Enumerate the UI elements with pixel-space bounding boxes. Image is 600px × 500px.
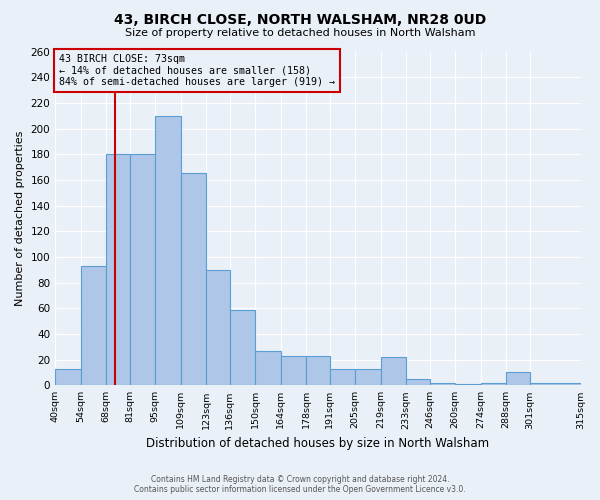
- Bar: [155, 116, 181, 386]
- Bar: [455, 384, 481, 386]
- Bar: [255, 350, 281, 386]
- Bar: [80, 266, 106, 386]
- Text: 43, BIRCH CLOSE, NORTH WALSHAM, NR28 0UD: 43, BIRCH CLOSE, NORTH WALSHAM, NR28 0UD: [114, 12, 486, 26]
- Bar: [530, 382, 581, 386]
- X-axis label: Distribution of detached houses by size in North Walsham: Distribution of detached houses by size …: [146, 437, 490, 450]
- Bar: [130, 154, 155, 386]
- Text: Size of property relative to detached houses in North Walsham: Size of property relative to detached ho…: [125, 28, 475, 38]
- Bar: [430, 382, 455, 386]
- Bar: [329, 368, 355, 386]
- Bar: [306, 356, 329, 386]
- Bar: [106, 154, 130, 386]
- Bar: [281, 356, 306, 386]
- Bar: [206, 270, 230, 386]
- Bar: [481, 382, 506, 386]
- Bar: [380, 357, 406, 386]
- Y-axis label: Number of detached properties: Number of detached properties: [15, 130, 25, 306]
- Bar: [355, 368, 380, 386]
- Bar: [55, 368, 80, 386]
- Bar: [181, 174, 206, 386]
- Bar: [230, 310, 255, 386]
- Bar: [406, 379, 430, 386]
- Text: Contains HM Land Registry data © Crown copyright and database right 2024.
Contai: Contains HM Land Registry data © Crown c…: [134, 474, 466, 494]
- Text: 43 BIRCH CLOSE: 73sqm
← 14% of detached houses are smaller (158)
84% of semi-det: 43 BIRCH CLOSE: 73sqm ← 14% of detached …: [59, 54, 335, 88]
- Bar: [506, 372, 530, 386]
